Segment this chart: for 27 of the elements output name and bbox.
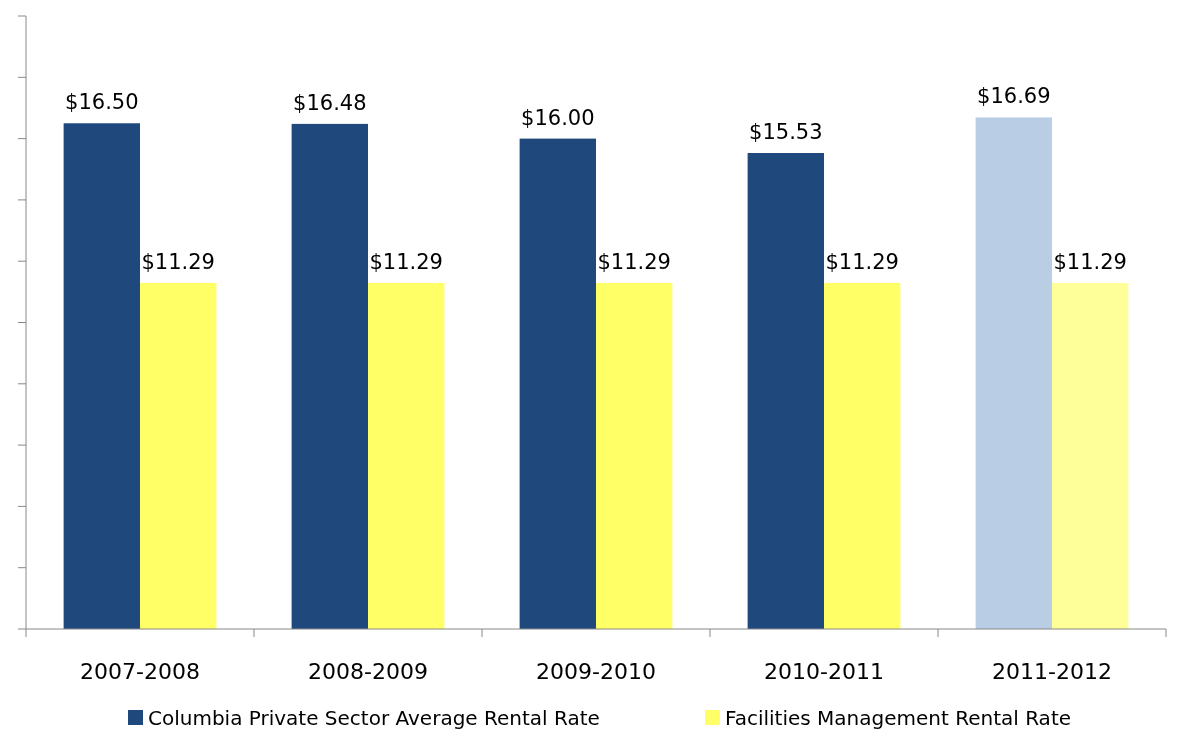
x-tick-label: 2011-2012	[992, 659, 1112, 684]
bar	[519, 138, 596, 629]
data-label: $16.69	[977, 84, 1051, 109]
bar	[1052, 282, 1129, 629]
data-label: $11.29	[1053, 249, 1127, 274]
data-label: $15.53	[749, 120, 823, 145]
bar	[596, 282, 673, 629]
data-label: $16.00	[521, 105, 595, 130]
data-label: $11.29	[597, 249, 671, 274]
x-tick-label: 2009-2010	[536, 659, 656, 684]
bar	[747, 153, 824, 629]
bar	[63, 123, 140, 629]
legend-label: Columbia Private Sector Average Rental Rate	[148, 706, 600, 730]
bar	[368, 282, 445, 629]
x-tick-label: 2007-2008	[80, 659, 200, 684]
data-label: $11.29	[141, 249, 215, 274]
bar	[291, 123, 368, 629]
bar	[975, 117, 1052, 629]
bar	[140, 282, 217, 629]
legend-label: Facilities Management Rental Rate	[725, 706, 1072, 730]
x-tick-label: 2010-2011	[764, 659, 884, 684]
x-tick-label: 2008-2009	[308, 659, 428, 684]
data-label: $16.50	[65, 90, 139, 115]
data-label: $16.48	[293, 90, 367, 115]
bar	[824, 282, 901, 629]
data-label: $11.29	[369, 249, 443, 274]
data-label: $11.29	[825, 249, 899, 274]
